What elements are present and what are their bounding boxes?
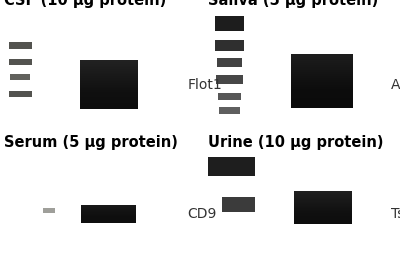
Bar [8,91,32,97]
Bar [215,40,244,51]
Bar [215,16,244,32]
Bar [204,157,255,176]
Text: CSF (10 μg protein): CSF (10 μg protein) [4,0,166,8]
Bar [222,197,255,212]
Text: Serum (5 μg protein): Serum (5 μg protein) [4,135,178,150]
Text: Urine (10 μg protein): Urine (10 μg protein) [208,135,384,150]
Bar [216,75,243,84]
Text: Saliva (5 μg protein): Saliva (5 μg protein) [208,0,378,8]
Bar [43,208,55,213]
Text: Alix: Alix [391,78,400,92]
Bar [8,42,32,49]
Bar [218,93,241,100]
Text: Flot1: Flot1 [187,78,222,92]
Text: CD9: CD9 [187,207,216,221]
Bar [217,58,242,66]
Bar [10,75,30,80]
Bar [8,59,32,65]
Text: Tsg101: Tsg101 [391,207,400,221]
Bar [219,107,240,114]
